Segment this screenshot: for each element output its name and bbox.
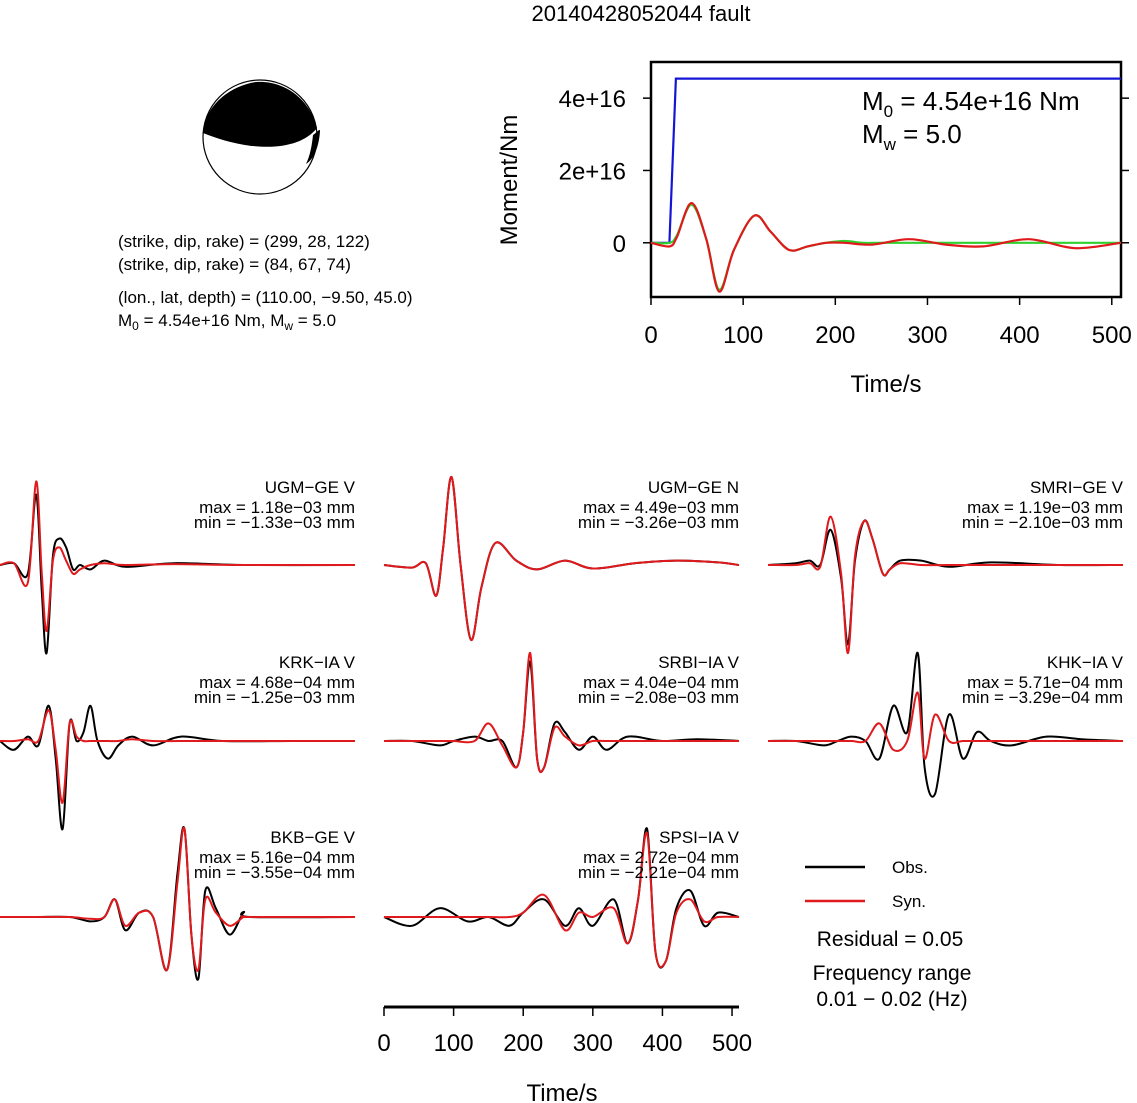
mechanism-line-1: (strike, dip, rake) = (299, 28, 122) — [118, 232, 370, 251]
observed-trace — [767, 519, 1124, 646]
beachball — [202, 79, 320, 195]
waveform-time-axis: Time/s 0 100 200 300 400 500 — [377, 1005, 752, 1103]
mechanism-moment-line: M0 = 4.54e+16 Nm, Mw = 5.0 — [118, 311, 336, 333]
moment-series-line-2 — [650, 201, 1122, 293]
station-label: UGM−GE N — [648, 478, 739, 497]
waveform-legend: Obs. Syn. Residual = 0.05 Frequency rang… — [805, 858, 971, 1011]
frequency-range-value: 0.01 − 0.02 (Hz) — [816, 988, 967, 1011]
moment-xtick-label: 0 — [644, 322, 657, 349]
residual-label: Residual = 0.05 — [817, 928, 964, 951]
moment-ylabel: Moment/Nm — [496, 115, 523, 246]
station-label: SPSI−IA V — [659, 828, 740, 847]
station-label: SMRI−GE V — [1030, 478, 1124, 497]
beachball-compression-sliver — [306, 129, 320, 164]
moment-ytick-label: 0 — [613, 231, 626, 258]
synthetic-trace — [767, 515, 1123, 655]
waveform-xtick-label: 500 — [712, 1030, 752, 1057]
station-max: max = 1.18e−03 mm — [199, 498, 355, 517]
synthetic-trace — [384, 831, 740, 969]
mechanism-line-2: (strike, dip, rake) = (84, 67, 74) — [118, 255, 351, 274]
m0-value: = 4.54e+16 Nm, M — [139, 311, 285, 330]
station-max: max = 4.49e−03 mm — [583, 498, 739, 517]
ann-mw-symbol: M — [862, 119, 884, 149]
station-min: min = −1.33e−03 mm — [194, 513, 355, 532]
station-min: min = −1.25e−03 mm — [194, 688, 355, 707]
legend-syn-label: Syn. — [892, 892, 926, 911]
moment-xtick-label: 400 — [1000, 322, 1040, 349]
moment-plot-frame — [649, 60, 1123, 299]
moment-ytick-label: 2e+16 — [559, 158, 626, 185]
beachball-compression-quadrant — [203, 81, 317, 147]
synthetic-trace — [0, 480, 356, 633]
station-label: SRBI−IA V — [658, 653, 739, 672]
synthetic-trace — [0, 826, 355, 972]
synthetic-trace — [0, 709, 355, 804]
waveform-xtick-label: 400 — [642, 1030, 682, 1057]
moment-xlabel: Time/s — [850, 371, 921, 398]
station-label: UGM−GE V — [265, 478, 356, 497]
moment-series-line-1 — [650, 203, 1121, 291]
mechanism-info: (strike, dip, rake) = (299, 28, 122) (st… — [118, 232, 413, 333]
moment-annotation-m0: M0 = 4.54e+16 Nm — [862, 86, 1080, 121]
station-max: max = 5.71e−04 mm — [967, 673, 1123, 692]
frequency-range-label: Frequency range — [813, 962, 972, 985]
station-max: max = 4.04e−04 mm — [583, 673, 739, 692]
synthetic-trace — [383, 475, 740, 641]
moment-series — [650, 77, 1122, 293]
station-max: max = 1.19e−03 mm — [967, 498, 1123, 517]
observed-trace — [383, 827, 740, 969]
ann-m0-symbol: M — [862, 86, 884, 116]
synthetic-trace — [384, 651, 739, 774]
waveform-xtick-label: 100 — [434, 1030, 474, 1057]
ann-mw-sub: w — [883, 135, 897, 154]
mechanism-line-3: (lon., lat, depth) = (110.00, −9.50, 45.… — [118, 288, 413, 307]
station-min: min = −2.08e−03 mm — [578, 688, 739, 707]
moment-annotation-mw: Mw = 5.0 — [862, 119, 962, 154]
ann-m0-value: = 4.54e+16 Nm — [893, 86, 1079, 116]
observed-trace — [0, 704, 355, 831]
station-min: min = −3.29e−04 mm — [962, 688, 1123, 707]
waveform-xtick-label: 0 — [377, 1030, 390, 1057]
moment-xtick-label: 500 — [1092, 322, 1132, 349]
legend-obs-label: Obs. — [892, 858, 928, 877]
moment-xtick-label: 100 — [723, 322, 763, 349]
ann-m0-sub: 0 — [884, 102, 893, 121]
figure-title: 20140428052044 fault — [532, 1, 751, 26]
station-max: max = 5.16e−04 mm — [199, 848, 355, 867]
station-label: KRK−IA V — [279, 653, 356, 672]
station-max: max = 4.68e−04 mm — [199, 673, 355, 692]
moment-axes: 0 100 200 300 400 500 0 2e+16 4e+16 — [559, 86, 1132, 349]
m0-symbol: M — [118, 311, 132, 330]
station-label: BKB−GE V — [270, 828, 355, 847]
station-min: min = −2.21e−04 mm — [578, 863, 739, 882]
station-min: min = −3.26e−03 mm — [578, 513, 739, 532]
moment-ytick-label: 4e+16 — [559, 86, 626, 113]
moment-xtick-label: 300 — [907, 322, 947, 349]
station-min: min = −2.10e−03 mm — [962, 513, 1123, 532]
mw-subscript: w — [283, 319, 293, 333]
synthetic-trace — [768, 691, 1123, 760]
mw-value: = 5.0 — [293, 311, 336, 330]
ann-mw-value: = 5.0 — [896, 119, 962, 149]
m0-subscript: 0 — [132, 319, 139, 333]
station-min: min = −3.55e−04 mm — [194, 863, 355, 882]
observed-trace — [767, 651, 1124, 798]
station-label: KHK−IA V — [1047, 653, 1124, 672]
moment-xtick-label: 200 — [815, 322, 855, 349]
waveform-xtick-label: 300 — [573, 1030, 613, 1057]
station-max: max = 2.72e−04 mm — [583, 848, 739, 867]
waveform-xtick-label: 200 — [503, 1030, 543, 1057]
waveform-xlabel: Time/s — [526, 1080, 597, 1103]
